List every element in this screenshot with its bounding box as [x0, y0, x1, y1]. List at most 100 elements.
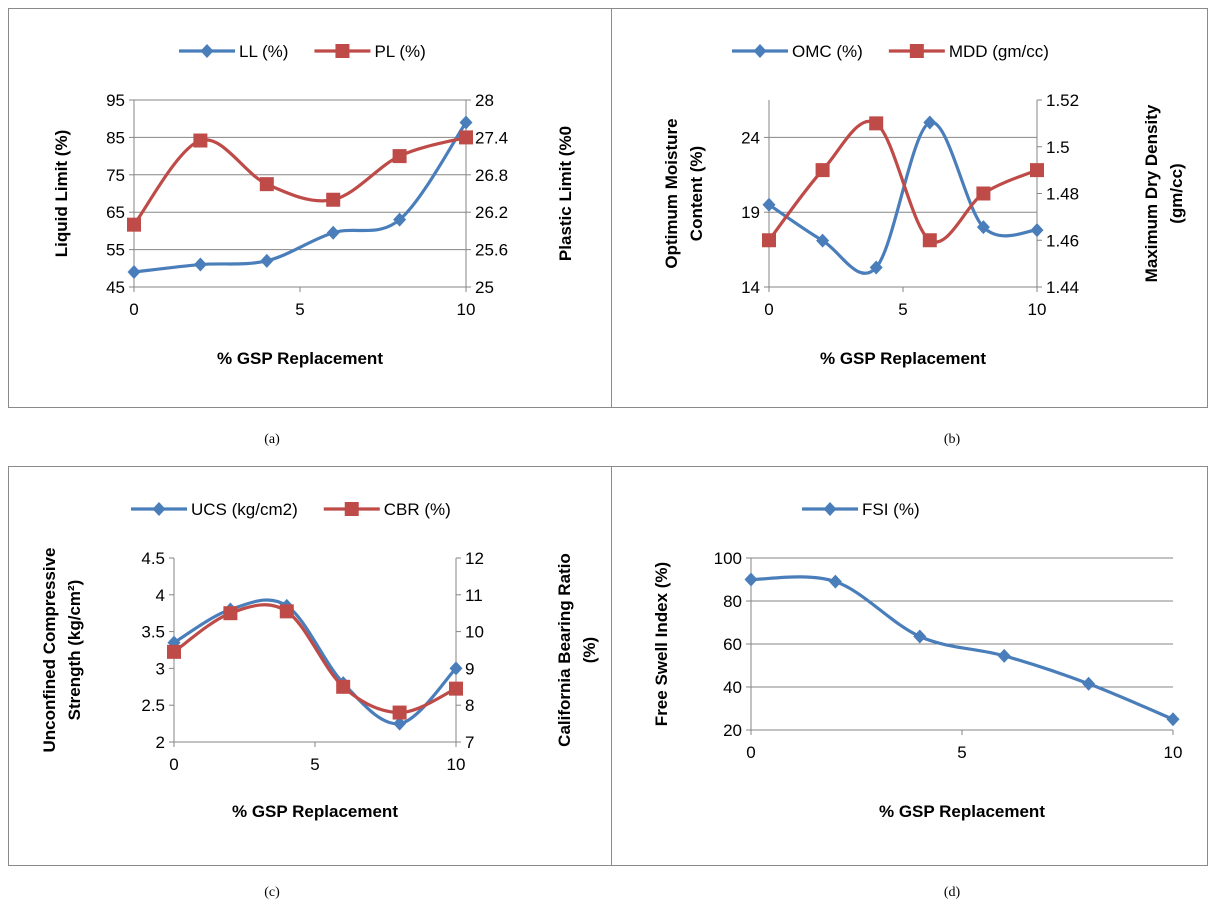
data-point-2-3: [279, 604, 294, 619]
y-tick-label-left: 45: [106, 278, 125, 297]
y-tick-label-right: 28: [475, 91, 494, 110]
x-axis-title: % GSP Replacement: [217, 349, 383, 368]
y-tick-label-left: 65: [106, 203, 125, 222]
y-tick-label-left: 24: [741, 128, 760, 147]
y-tick-label-left: 20: [723, 721, 742, 740]
data-point-1-3: [869, 260, 883, 275]
y-tick-label-right: 27.4: [475, 128, 508, 147]
chart-panel-b: 14 19 24 1.44 1.46 1.48 1.5 1.52 0 5 10 % GSP Repla…: [611, 8, 1208, 408]
series-line-1: [172, 598, 458, 726]
chart-panel-a: 45 55 65 75 85 95 25 25.6 26.2 26.8 27.4 28 0 5 10 % GS…: [8, 8, 612, 408]
y-axis-title-left: Optimum Moisture: [662, 118, 681, 268]
data-point-2-6: [1030, 163, 1044, 178]
y-axis-title-right: California Bearing Ratio: [555, 553, 574, 747]
y-tick-label-left: 55: [106, 241, 125, 260]
y-tick-label-right: 8: [465, 696, 474, 715]
x-tick-label: 0: [169, 755, 178, 774]
chart-panel-d: 20 40 60 80 100 0 5 10 % GSP Replacement Free Swe…: [611, 466, 1208, 866]
data-point-2-2: [193, 133, 208, 148]
legend-label-2: MDD (gm/cc): [949, 42, 1049, 61]
y-tick-label-left: 14: [741, 278, 760, 297]
data-point-2-5: [392, 149, 407, 164]
data-point-1-5: [393, 716, 407, 731]
y-axis-title-right: (gm/cc): [1167, 163, 1186, 223]
y-tick-label-right: 1.44: [1046, 278, 1079, 297]
x-tick-label: 5: [957, 743, 966, 762]
y-tick-label-right: 1.48: [1046, 185, 1079, 204]
data-point-2-4: [922, 233, 937, 248]
y-axis-title-left: Free Swell Index (%): [652, 562, 671, 726]
y-tick-label-left: 100: [714, 549, 742, 568]
series-line-2: [172, 603, 458, 715]
x-tick-label: 10: [1164, 743, 1183, 762]
data-point-1-6: [1030, 223, 1044, 238]
y-tick-label-left: 3.5: [141, 623, 165, 642]
legend-label-1: UCS (kg/cm2): [191, 500, 298, 519]
series-line-1: [749, 575, 1175, 721]
series-line-2: [767, 119, 1039, 244]
y-axis-title-right: (%): [580, 637, 599, 663]
data-point-2-2: [223, 606, 238, 621]
data-point-2-1: [127, 217, 141, 232]
x-tick-label: 5: [898, 300, 907, 319]
caption-c: (c): [264, 885, 280, 900]
legend-marker-1: [753, 44, 767, 58]
y-tick-label-right: 1.5: [1046, 138, 1070, 157]
data-point-1-6: [1166, 712, 1180, 727]
x-axis-title: % GSP Replacement: [232, 802, 398, 821]
x-tick-label: 10: [447, 755, 466, 774]
y-tick-label-left: 85: [106, 128, 125, 147]
y-tick-label-left: 2.5: [141, 696, 165, 715]
y-tick-label-left: 19: [741, 203, 760, 222]
x-tick-label: 5: [310, 755, 319, 774]
legend-marker-2: [909, 44, 924, 58]
legend-label-1: LL (%): [239, 42, 288, 61]
series-line-1: [767, 120, 1039, 275]
y-tick-label-left: 40: [723, 678, 742, 697]
y-tick-label-right: 25: [475, 278, 494, 297]
y-tick-label-right: 1.46: [1046, 231, 1079, 250]
legend-marker-2: [335, 44, 350, 58]
series-line-2: [132, 135, 468, 227]
y-tick-label-right: 26.8: [475, 166, 508, 185]
data-point-1-1: [127, 265, 141, 280]
y-tick-label-left: 3: [156, 659, 165, 678]
x-tick-label: 10: [457, 300, 476, 319]
y-axis-title-left: Strength (kg/cm²): [65, 580, 84, 721]
caption-b: (b): [943, 432, 961, 447]
x-tick-label: 5: [295, 300, 304, 319]
chart-b-svg: 14 19 24 1.44 1.46 1.48 1.5 1.52 0 5 10 % GSP Repla…: [662, 42, 1186, 368]
data-point-1-4: [326, 225, 340, 240]
legend-marker-1: [200, 44, 214, 58]
x-axis-title: % GSP Replacement: [879, 802, 1045, 821]
data-point-1-1: [762, 197, 776, 212]
data-point-1-5: [1082, 676, 1096, 691]
data-point-2-3: [869, 116, 884, 131]
x-tick-label: 0: [129, 300, 138, 319]
data-point-1-4: [923, 115, 937, 130]
caption-a: (a): [264, 432, 280, 447]
y-axis-title-right: Maximum Dry Density: [1142, 104, 1161, 282]
chart-panel-c: 2 2.5 3 3.5 4 4.5 7 8 9 10 11 12 0 5 10 % GSP Replaceme…: [8, 466, 612, 866]
data-point-1-1: [167, 635, 181, 650]
legend-label-2: CBR (%): [384, 500, 451, 519]
legend-label-1: OMC (%): [792, 42, 863, 61]
data-point-2-2: [815, 163, 830, 178]
y-axis-title-left: Liquid Limit (%): [52, 130, 71, 257]
x-tick-label: 0: [764, 300, 773, 319]
y-axis-title-left: Unconfined Compressive: [40, 548, 59, 753]
data-point-1-1: [744, 572, 758, 587]
data-point-1-2: [816, 233, 830, 248]
y-tick-label-right: 1.52: [1046, 91, 1079, 110]
data-point-2-1: [167, 644, 181, 659]
y-tick-label-right: 11: [465, 586, 483, 605]
data-point-2-3: [259, 177, 274, 192]
y-tick-label-left: 2: [156, 733, 165, 752]
y-axis-title-left: Content (%): [687, 146, 706, 241]
data-point-2-4: [326, 192, 341, 207]
y-tick-label-left: 60: [723, 635, 742, 654]
y-tick-label-left: 4: [156, 586, 165, 605]
y-tick-label-left: 4.5: [141, 549, 165, 568]
y-tick-label-right: 12: [465, 549, 484, 568]
legend-marker-1: [152, 502, 166, 516]
